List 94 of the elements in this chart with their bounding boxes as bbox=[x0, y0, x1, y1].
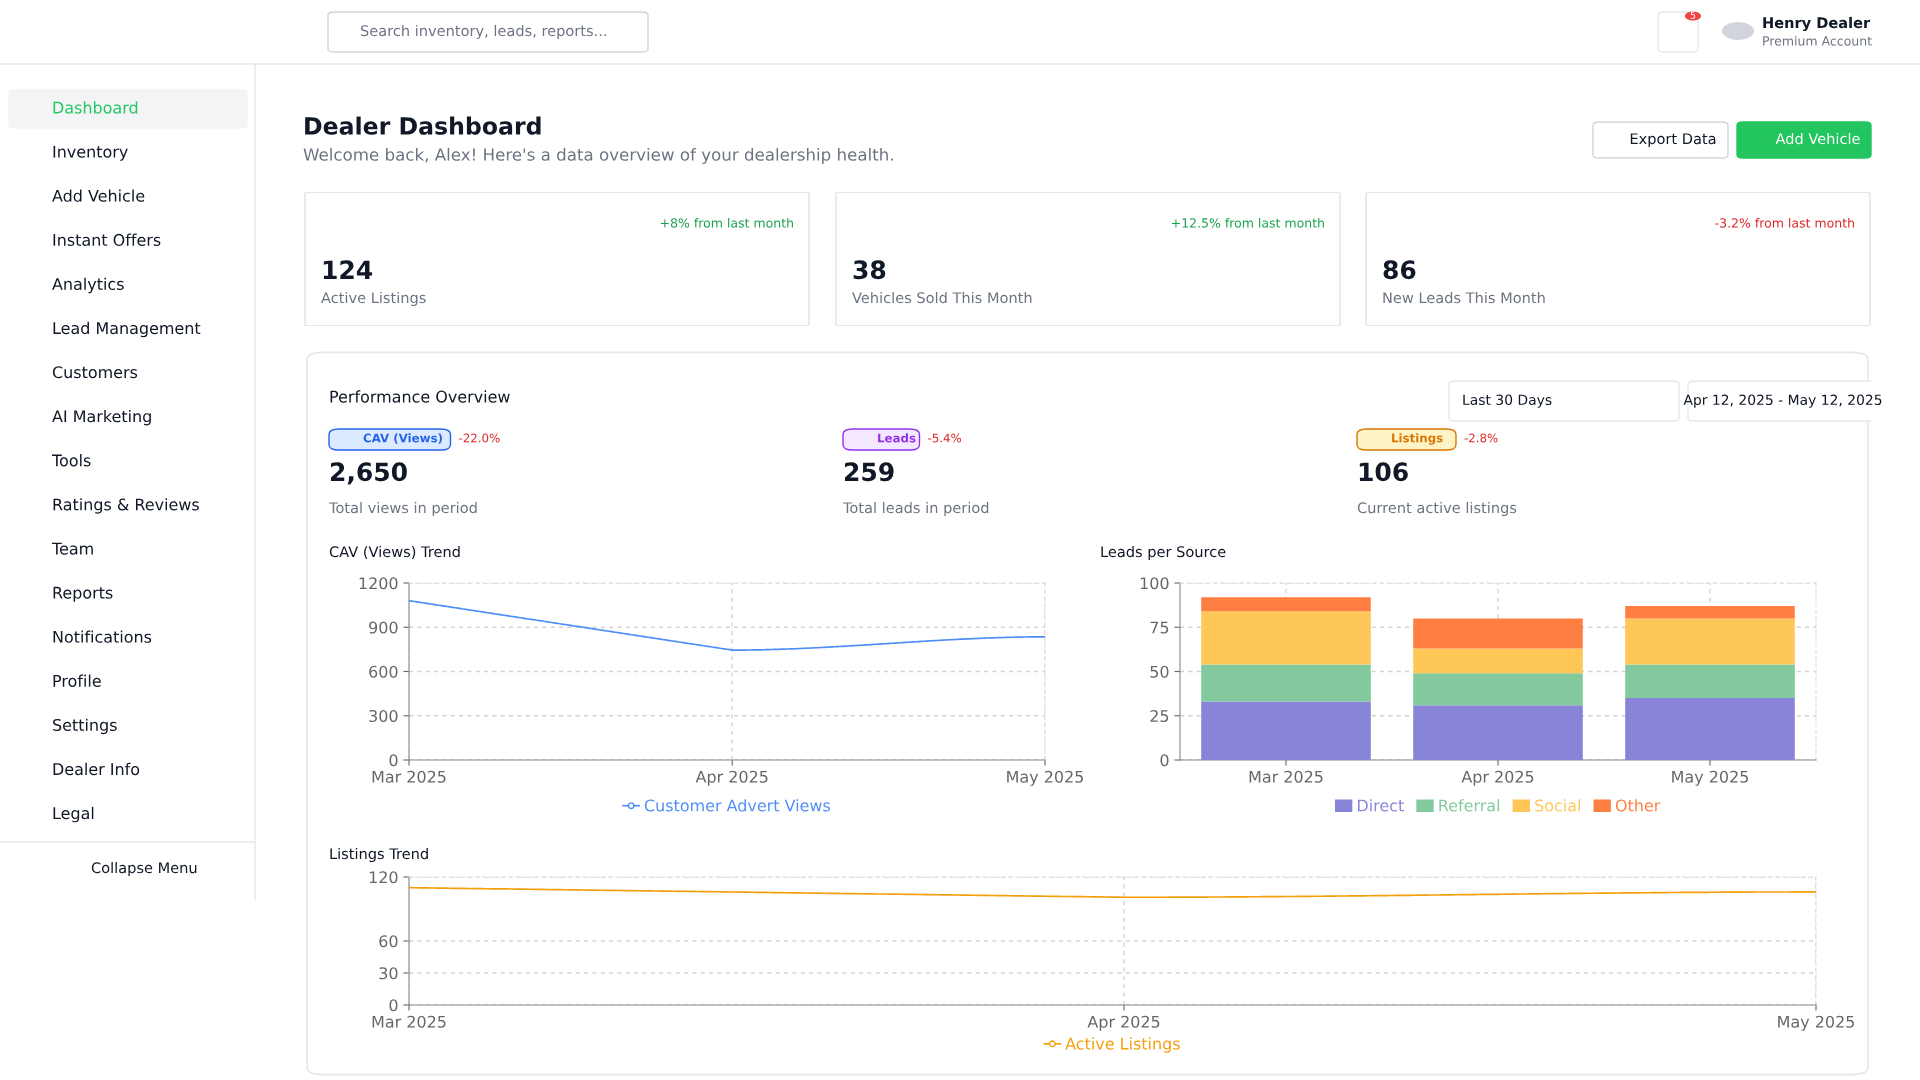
text: Vehicles Sold This Month bbox=[852, 291, 1032, 304]
text: Apr 12, 2025 - May 12, 2025 bbox=[1683, 394, 1882, 408]
text: Tools bbox=[51, 454, 91, 467]
y-tick-label: 0 bbox=[1160, 754, 1169, 767]
x-tick-label: Apr 2025 bbox=[695, 770, 768, 786]
y-tick-label: 900 bbox=[369, 621, 398, 634]
y-tick-label: 300 bbox=[369, 709, 398, 723]
text: Notifications bbox=[53, 630, 152, 643]
text: Dealer Info bbox=[53, 762, 140, 776]
x-tick-label: May 2025 bbox=[1672, 770, 1748, 786]
text: Premium Account bbox=[1763, 35, 1872, 46]
text: Instant Offers bbox=[53, 233, 161, 246]
bar bbox=[1413, 648, 1583, 674]
text: Dashboard bbox=[53, 101, 138, 114]
y-tick-label: 60 bbox=[379, 935, 398, 948]
text: Active Listings bbox=[321, 291, 426, 307]
text: Add Vehicle bbox=[1775, 132, 1860, 145]
text: Add Vehicle bbox=[52, 189, 145, 202]
legend-label: Active Listings bbox=[1065, 1037, 1180, 1053]
text: Search inventory, leads, reports... bbox=[360, 24, 606, 40]
text: 86 bbox=[1383, 260, 1416, 280]
text: Dealer Dashboard bbox=[305, 116, 541, 135]
text: Henry Dealer bbox=[1763, 16, 1871, 32]
text: 106 bbox=[1359, 462, 1408, 482]
text: -2.8% bbox=[1464, 433, 1498, 443]
bar bbox=[1201, 664, 1371, 702]
text: 5 bbox=[1690, 11, 1696, 19]
legend-label: Social bbox=[1535, 799, 1580, 812]
text: -22.0% bbox=[459, 433, 500, 443]
text: New Leads This Month bbox=[1383, 291, 1545, 304]
text: Legal bbox=[53, 806, 94, 823]
text: AI Marketing bbox=[52, 409, 151, 426]
y-tick-label: 120 bbox=[369, 871, 398, 884]
text: 38 bbox=[853, 260, 886, 280]
text: 2,650 bbox=[330, 462, 407, 485]
text: Export Data bbox=[1630, 133, 1716, 148]
text: Welcome back, Alex! Here's a data overview of your dealership health. bbox=[303, 147, 893, 165]
text: Total leads in period bbox=[842, 501, 989, 517]
y-tick-label: 75 bbox=[1150, 621, 1169, 634]
x-tick-label: May 2025 bbox=[1778, 1015, 1854, 1031]
text: Leads bbox=[878, 433, 916, 443]
text: CAV (Views) bbox=[363, 433, 442, 444]
text: +8% from last month bbox=[660, 217, 793, 228]
bar bbox=[1625, 698, 1795, 760]
x-tick-label: Apr 2025 bbox=[1087, 1015, 1160, 1031]
text: Total views in period bbox=[328, 501, 477, 517]
y-tick-label: 1200 bbox=[359, 577, 398, 590]
bar bbox=[1201, 611, 1371, 665]
text: Reports bbox=[53, 586, 113, 602]
y-tick-label: 30 bbox=[379, 967, 398, 980]
bar bbox=[1413, 618, 1583, 649]
text: Customers bbox=[52, 366, 138, 379]
bar bbox=[1625, 606, 1795, 619]
text: 259 bbox=[844, 462, 894, 482]
chart-title: Leads per Source bbox=[1101, 545, 1226, 561]
y-tick-label: 100 bbox=[1140, 577, 1169, 590]
legend-label: Other bbox=[1615, 799, 1661, 812]
y-tick-label: 25 bbox=[1150, 709, 1169, 723]
bar bbox=[1413, 673, 1583, 706]
chart-title: Listings Trend bbox=[330, 847, 428, 863]
x-tick-label: Mar 2025 bbox=[1249, 770, 1323, 783]
text: Analytics bbox=[52, 277, 124, 294]
text: Collapse Menu bbox=[91, 861, 197, 877]
bar bbox=[1201, 701, 1371, 760]
text: 124 bbox=[323, 260, 373, 279]
legend-label: Direct bbox=[1358, 799, 1404, 812]
text: Inventory bbox=[53, 145, 128, 161]
text: Ratings & Reviews bbox=[53, 498, 199, 514]
text: Listings bbox=[1392, 433, 1443, 445]
text: Settings bbox=[53, 718, 117, 735]
y-tick-label: 0 bbox=[389, 999, 398, 1012]
bar bbox=[1413, 705, 1583, 760]
text: -5.4% bbox=[928, 433, 962, 443]
x-tick-label: Mar 2025 bbox=[372, 770, 446, 783]
y-tick-label: 600 bbox=[369, 665, 398, 678]
text: -3.2% from last month bbox=[1715, 217, 1854, 228]
x-tick-label: Mar 2025 bbox=[372, 1015, 446, 1028]
bar bbox=[1625, 664, 1795, 699]
y-tick-label: 0 bbox=[389, 754, 398, 767]
y-tick-label: 50 bbox=[1150, 665, 1169, 678]
chart-title: CAV (Views) Trend bbox=[329, 545, 460, 559]
bar bbox=[1201, 597, 1371, 612]
text: Lead Management bbox=[53, 321, 201, 338]
text: Team bbox=[51, 542, 93, 555]
text: +12.5% from last month bbox=[1172, 217, 1324, 228]
bar bbox=[1625, 618, 1795, 665]
text: Profile bbox=[53, 674, 101, 687]
legend-label: Referral bbox=[1439, 799, 1500, 812]
text: Last 30 Days bbox=[1463, 394, 1552, 408]
x-tick-label: Apr 2025 bbox=[1461, 770, 1534, 786]
text: Performance Overview bbox=[330, 390, 510, 403]
legend-label: Customer Advert Views bbox=[644, 799, 831, 812]
x-tick-label: May 2025 bbox=[1007, 770, 1083, 786]
text: Current active listings bbox=[1357, 501, 1517, 517]
